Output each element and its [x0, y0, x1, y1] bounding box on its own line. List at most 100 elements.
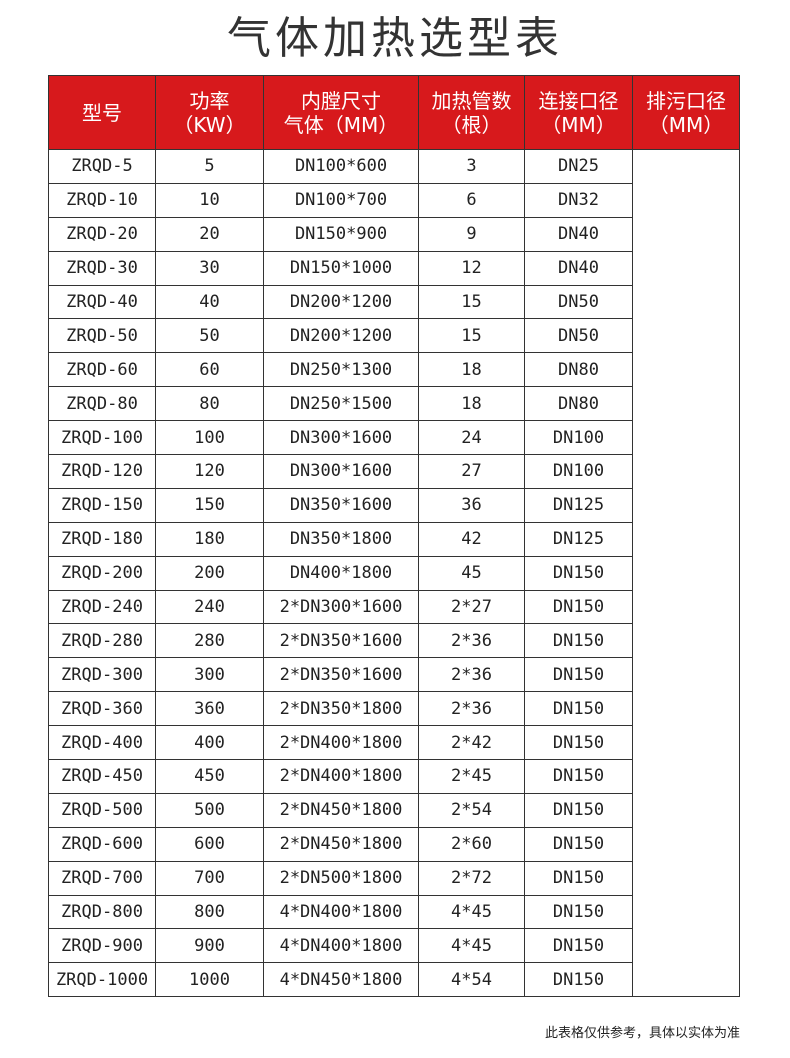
table-cell: 20	[155, 216, 264, 252]
table-cell: 2*DN450*1800	[263, 826, 419, 862]
table-cell: DN150	[524, 555, 633, 591]
column-header: 加热管数 （根）	[418, 75, 525, 150]
selection-table: 型号 功率 （KW） 内膛尺寸 气体（MM） 加热管数 （根） 连接口径 （MM） 排污口径 （MM…	[48, 75, 740, 998]
column-header: 内膛尺寸 气体（MM）	[263, 75, 419, 150]
header-line: 加热管数	[431, 88, 512, 113]
table-cell: ZRQD-600	[48, 826, 156, 862]
table-cell: ZRQD-100	[48, 420, 156, 456]
table-cell: ZRQD-80	[48, 386, 156, 422]
table-cell: DN350*1800	[263, 521, 419, 557]
table-cell: DN100	[524, 454, 633, 489]
table-cell: ZRQD-5	[48, 149, 156, 184]
table-cell: DN250*1300	[263, 352, 419, 388]
table-cell: 36	[418, 487, 525, 523]
table-cell: DN100*600	[263, 149, 419, 184]
table-cell: ZRQD-180	[48, 521, 156, 557]
table-cell: 600	[155, 826, 264, 862]
table-row: ZRQD-1000 1000 4*DN450*1800 4*54 DN150	[48, 962, 740, 998]
table-cell: 2*45	[418, 759, 525, 794]
header-line: （MM）	[648, 112, 724, 137]
table-cell: 15	[418, 318, 525, 354]
table-cell: 280	[155, 623, 264, 659]
table-cell: 9	[418, 216, 525, 252]
table-cell: 2*DN350*1600	[263, 657, 419, 693]
table-row: ZRQD-100 100 DN300*1600 24 DN100	[48, 420, 740, 456]
table-cell: DN150	[524, 725, 633, 761]
table-cell: ZRQD-20	[48, 216, 156, 252]
table-cell: ZRQD-240	[48, 589, 156, 625]
table-cell: ZRQD-700	[48, 860, 156, 896]
table-cell: ZRQD-450	[48, 759, 156, 794]
table-cell: 27	[418, 454, 525, 489]
table-cell: 4*DN400*1800	[263, 928, 419, 964]
table-cell: DN50	[524, 284, 633, 320]
table-cell: ZRQD-10	[48, 182, 156, 218]
table-cell: ZRQD-280	[48, 623, 156, 659]
table-cell: DN80	[524, 352, 633, 388]
table-cell: DN200*1200	[263, 318, 419, 354]
table-row: ZRQD-300 300 2*DN350*1600 2*36 DN150	[48, 657, 740, 693]
table-cell: 18	[418, 352, 525, 388]
column-header: 功率 （KW）	[155, 75, 264, 150]
table-row: ZRQD-900 900 4*DN400*1800 4*45 DN150	[48, 928, 740, 964]
table-cell: DN300*1600	[263, 420, 419, 456]
table-cell: DN150	[524, 691, 633, 727]
table-cell: DN300*1600	[263, 454, 419, 489]
table-row: ZRQD-240 240 2*DN300*1600 2*27 DN150	[48, 589, 740, 625]
table-row: ZRQD-10 10 DN100*700 6 DN32	[48, 182, 740, 218]
table-cell: 360	[155, 691, 264, 727]
table-cell: 42	[418, 521, 525, 557]
header-line: 型号	[82, 100, 122, 125]
table-cell: 2*DN300*1600	[263, 589, 419, 625]
table-row: ZRQD-120 120 DN300*1600 27 DN100	[48, 454, 740, 489]
column-header: 型号	[48, 75, 156, 150]
table-cell: ZRQD-360	[48, 691, 156, 727]
table-cell: 2*72	[418, 860, 525, 896]
table-cell: 18	[418, 386, 525, 422]
table-cell: 5	[155, 149, 264, 184]
table-cell: ZRQD-120	[48, 454, 156, 489]
table-cell: 2*36	[418, 657, 525, 693]
table-cell: 900	[155, 928, 264, 964]
drain-diameter-cell	[632, 148, 740, 998]
table-cell: 3	[418, 149, 525, 184]
table-cell: DN400*1800	[263, 555, 419, 591]
table-row: ZRQD-50 50 DN200*1200 15 DN50	[48, 318, 740, 354]
table-cell: DN125	[524, 487, 633, 523]
table-cell: 50	[155, 318, 264, 354]
table-cell: DN150	[524, 792, 633, 828]
table-row: ZRQD-280 280 2*DN350*1600 2*36 DN150	[48, 623, 740, 659]
table-cell: 2*36	[418, 623, 525, 659]
table-cell: 2*DN450*1800	[263, 792, 419, 828]
header-line: （MM）	[541, 112, 616, 137]
table-cell: DN150	[524, 826, 633, 862]
table-cell: 80	[155, 386, 264, 422]
table-cell: 200	[155, 555, 264, 591]
column-header: 连接口径 （MM）	[524, 75, 633, 150]
table-cell: 12	[418, 250, 525, 286]
table-cell: DN100	[524, 420, 633, 456]
table-cell: 2*DN400*1800	[263, 759, 419, 794]
table-row: ZRQD-5 5 DN100*600 3 DN25	[48, 148, 740, 998]
table-cell: ZRQD-30	[48, 250, 156, 286]
table-cell: ZRQD-40	[48, 284, 156, 320]
table-cell: ZRQD-500	[48, 792, 156, 828]
header-line: 气体（MM）	[283, 112, 399, 137]
table-cell: ZRQD-50	[48, 318, 156, 354]
table-cell: 2*DN350*1600	[263, 623, 419, 659]
table-cell: 4*DN450*1800	[263, 962, 419, 998]
table-cell: ZRQD-60	[48, 352, 156, 388]
table-cell: 4*DN400*1800	[263, 894, 419, 930]
table-cell: DN40	[524, 250, 633, 286]
table-cell: DN150	[524, 657, 633, 693]
table-cell: ZRQD-1000	[48, 962, 156, 998]
header-line: （KW）	[173, 112, 246, 137]
table-cell: DN25	[524, 149, 633, 184]
table-cell: 2*60	[418, 826, 525, 862]
table-cell: 240	[155, 589, 264, 625]
table-row: ZRQD-20 20 DN150*900 9 DN40	[48, 216, 740, 252]
table-cell: 2*DN350*1800	[263, 691, 419, 727]
table-cell: 45	[418, 555, 525, 591]
header-line: 功率	[189, 88, 230, 113]
table-cell: 120	[155, 454, 264, 489]
